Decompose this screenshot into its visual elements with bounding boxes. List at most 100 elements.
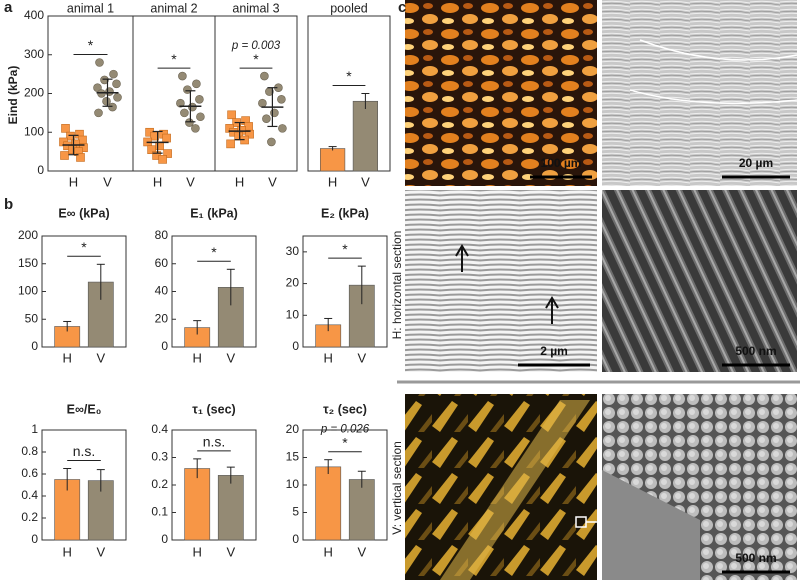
data-point: [105, 87, 114, 96]
y-tick-label: 0: [161, 339, 168, 353]
section-label: H: horizontal section: [390, 231, 404, 340]
scale-label: 100 µm: [541, 156, 582, 170]
data-point: [147, 145, 156, 154]
data-point: [260, 71, 269, 81]
y-tick-label: 20: [286, 276, 300, 290]
data-point: [60, 151, 69, 160]
data-point: [108, 102, 117, 112]
y-tick-label: 0.6: [21, 466, 38, 480]
data-point: [227, 110, 236, 120]
data-point: [188, 102, 197, 112]
data-point: [183, 85, 192, 94]
plot-frame: [214, 15, 298, 172]
micrograph: [405, 0, 597, 186]
bar: [87, 281, 114, 348]
y-tick-label: 0: [161, 532, 168, 546]
significance-label: *: [342, 241, 348, 257]
x-tick-label: H: [63, 350, 72, 365]
data-point: [185, 118, 194, 127]
y-tick-label: 0: [292, 339, 299, 353]
bar: [348, 479, 375, 541]
data-point: [178, 71, 187, 81]
chart-title: pooled: [330, 1, 368, 15]
data-point: [109, 69, 118, 79]
y-tick-label: 0.3: [151, 450, 168, 464]
x-tick-label: V: [226, 350, 235, 365]
data-point: [226, 139, 235, 149]
significance-label: n.s.: [203, 434, 226, 450]
x-tick-label: V: [357, 544, 366, 559]
data-point: [195, 95, 204, 104]
x-tick-label: V: [357, 350, 366, 365]
y-tick-label: 10: [286, 477, 300, 491]
data-point: [94, 108, 103, 118]
significance-label: n.s.: [73, 443, 96, 459]
scale-label: 2 µm: [540, 344, 568, 358]
y-tick-label: 200: [18, 228, 38, 242]
y-tick-label: 100: [18, 284, 38, 298]
significance-label: *: [88, 37, 94, 53]
micrograph: [602, 0, 797, 186]
panel-label: c: [398, 0, 406, 16]
fibril-region: [602, 470, 700, 580]
plot-frame: [41, 429, 127, 541]
data-point: [95, 58, 104, 67]
micrograph: [405, 190, 597, 372]
significance-label: *: [253, 51, 259, 67]
y-tick-label: 30: [286, 244, 300, 258]
chart-title: animal 2: [150, 1, 197, 15]
x-tick-label: H: [235, 174, 244, 189]
significance-label: *: [342, 434, 348, 450]
chart-title: E∞ (kPa): [58, 206, 109, 220]
x-tick-label: H: [69, 174, 78, 189]
section-label: V: vertical section: [390, 441, 404, 535]
x-tick-label: V: [103, 174, 112, 189]
data-point: [93, 83, 102, 92]
data-point: [278, 124, 287, 133]
chart-title: E₁ (kPa): [190, 206, 238, 220]
data-point: [245, 129, 254, 139]
scale-label: 500 nm: [735, 551, 776, 565]
data-point: [102, 96, 111, 106]
data-point: [97, 89, 106, 98]
bar: [319, 148, 346, 172]
y-tick-label: 0.4: [151, 422, 168, 436]
y-tick-label: 0: [31, 532, 38, 546]
micrograph: [602, 190, 797, 372]
plot-frame: [132, 15, 216, 172]
chart-title: E∞/E₀: [67, 402, 102, 416]
y-tick-label: 0.1: [151, 505, 168, 519]
y-tick-label: 200: [24, 86, 44, 100]
x-tick-label: V: [268, 174, 277, 189]
y-tick-label: 40: [155, 284, 169, 298]
fiber: [629, 39, 798, 105]
chart-title: τ₂ (sec): [323, 402, 367, 416]
plot-frame: [307, 15, 391, 172]
x-tick-label: H: [63, 544, 72, 559]
data-point: [176, 98, 185, 108]
significance-label: *: [171, 51, 177, 67]
x-tick-label: H: [324, 350, 333, 365]
significance-label: *: [346, 68, 352, 84]
x-tick-label: H: [153, 174, 162, 189]
p-value: p = 0.003: [231, 40, 281, 52]
x-tick-label: V: [226, 544, 235, 559]
data-point: [76, 153, 85, 162]
bar: [352, 100, 379, 172]
y-tick-label: 80: [155, 228, 169, 242]
y-axis-label: Eind (kPa): [6, 66, 20, 125]
y-tick-label: 20: [286, 422, 300, 436]
x-tick-label: H: [193, 350, 202, 365]
y-tick-label: 0.2: [21, 510, 38, 524]
y-tick-label: 15: [286, 450, 300, 464]
data-point: [163, 149, 172, 158]
data-point: [61, 124, 70, 133]
bar: [87, 480, 114, 541]
data-point: [277, 95, 286, 104]
bar: [184, 468, 211, 541]
significance-label: *: [211, 244, 217, 260]
x-tick-label: V: [96, 544, 105, 559]
y-tick-label: 5: [292, 505, 299, 519]
x-tick-label: V: [361, 174, 370, 189]
